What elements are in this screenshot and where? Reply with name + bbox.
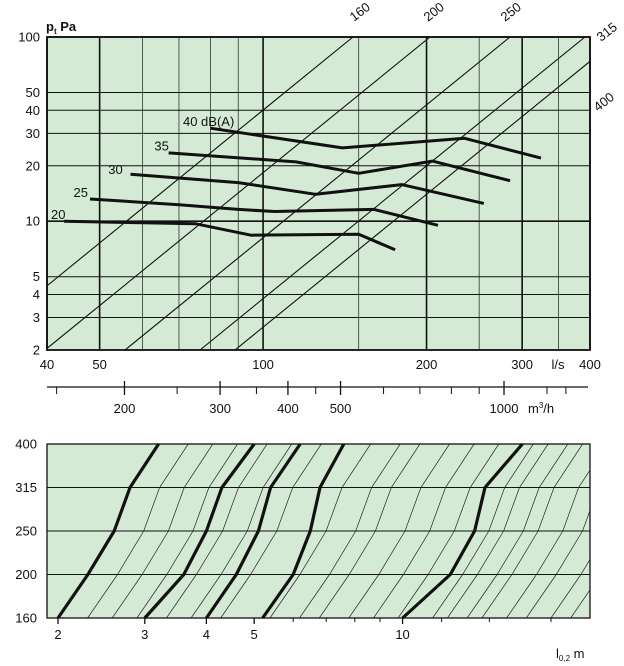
y-tick-label: 160 (15, 611, 37, 626)
x2-axis-unit: m3/h (528, 401, 554, 416)
sound-level-label: 35 (154, 138, 168, 153)
duct-label: 400 (591, 89, 617, 114)
thin-curve (136, 444, 238, 618)
throw-curve (261, 443, 346, 619)
y-tick-label: 250 (15, 524, 37, 539)
throw-length-chart: 160 200 250 315 400 2 3 4 5 10 l0,2 m (15, 437, 624, 663)
throw-curve (56, 443, 160, 619)
thin-curve (550, 558, 590, 618)
airflow-m3h-axis: 200 300 400 500 1000 m3/h (47, 381, 588, 416)
thin-curve (590, 444, 624, 618)
y-tick-label: 315 (15, 480, 37, 495)
sound-level-label: 20 (51, 207, 65, 222)
y-tick-label: 200 (15, 567, 37, 582)
plot-border (46, 36, 591, 351)
x-tick-label: 400 (579, 357, 601, 372)
thin-curve (481, 444, 583, 618)
duct-label: 160 (347, 0, 373, 24)
y-tick-label: 30 (26, 126, 40, 141)
duct-label: 200 (421, 0, 447, 24)
y-tick-label: 50 (26, 85, 40, 100)
thin-curve (190, 444, 292, 618)
thin-curve (466, 444, 569, 618)
x-axis-title: l0,2 m (556, 646, 584, 663)
x-tick-label: 3 (141, 627, 148, 642)
thin-curve (319, 444, 421, 618)
sound-level-curve (168, 151, 511, 183)
pressure-flow-chart: 160 200 250 315 400 2 3 4 5 10 20 30 40 50 100 pt Pa 40 5… (18, 0, 620, 372)
thin-curve (220, 444, 322, 618)
thin-curve (397, 444, 500, 618)
y-axis-title: pt Pa (46, 19, 77, 36)
sound-level-curve (210, 126, 542, 160)
thin-curve (166, 444, 268, 618)
duct-line (47, 37, 431, 350)
duct-line (234, 60, 590, 350)
x-axis-unit: l/s (552, 357, 566, 372)
x2-tick-label: 400 (277, 401, 299, 416)
plot-border (46, 443, 591, 619)
sound-level-label: 40 dB(A) (183, 114, 234, 129)
duct-label: 250 (498, 0, 524, 24)
thin-curves (87, 444, 624, 618)
x-tick-label: 40 (40, 357, 54, 372)
y-tick-label: 4 (33, 287, 40, 302)
sound-level-curve (130, 172, 485, 205)
duct-lines (47, 37, 590, 350)
throw-curve (205, 443, 302, 619)
duct-line (199, 37, 586, 350)
thin-curve (348, 444, 450, 618)
x-tick-label: 100 (252, 357, 274, 372)
x2-tick-label: 200 (114, 401, 136, 416)
sound-level-curve (64, 219, 396, 252)
sound-level-label: 30 (108, 162, 122, 177)
x-tick-label: 5 (251, 627, 258, 642)
thin-curve (269, 444, 371, 618)
x-tick-label: 300 (511, 357, 533, 372)
y-tick-label: 40 (26, 103, 40, 118)
x2-tick-label: 300 (209, 401, 231, 416)
y-tick-label: 5 (33, 269, 40, 284)
x-tick-label: 4 (203, 627, 210, 642)
x2-tick-label: 1000 (490, 401, 519, 416)
thin-curve (373, 444, 475, 618)
thin-curve (111, 444, 214, 618)
y-tick-label: 20 (26, 158, 40, 173)
y-tick-label: 3 (33, 310, 40, 325)
throw-curve (143, 443, 256, 620)
duct-label: 315 (594, 19, 620, 44)
thin-curve (506, 469, 590, 618)
thin-curve (299, 444, 401, 618)
x-tick-label: 10 (395, 627, 409, 642)
sound-level-label: 25 (73, 185, 87, 200)
x2-tick-label: 500 (330, 401, 352, 416)
thin-curve (447, 444, 549, 618)
y-tick-label: 400 (15, 437, 37, 452)
throw-curve (401, 442, 524, 620)
thin-curve (432, 444, 534, 618)
y-tick-label: 100 (18, 30, 40, 45)
x-tick-label: 2 (54, 627, 61, 642)
sound-level-curve (89, 197, 439, 227)
x-tick-label: 50 (92, 357, 106, 372)
y-tick-label: 2 (33, 343, 40, 358)
y-tick-label: 10 (26, 214, 40, 229)
x-tick-label: 200 (416, 357, 438, 372)
thin-curve (87, 444, 189, 618)
thin-curve (526, 509, 590, 618)
duct-line (47, 37, 354, 287)
